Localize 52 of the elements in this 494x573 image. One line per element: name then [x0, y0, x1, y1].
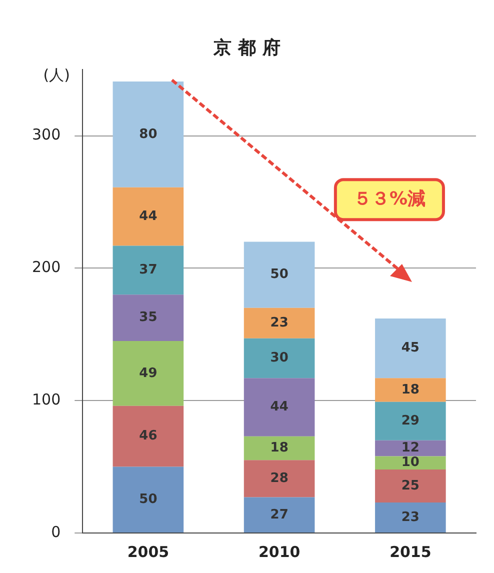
data-label: 18: [401, 382, 420, 398]
bar: [375, 402, 446, 440]
bar: [244, 308, 315, 338]
bar: [112, 82, 184, 188]
bar: [112, 406, 184, 467]
data-label: 10: [401, 455, 420, 470]
bar: [375, 456, 446, 470]
data-label: 30: [270, 350, 288, 366]
bar: [112, 187, 184, 246]
bar: [112, 341, 184, 406]
data-label: 50: [270, 267, 288, 282]
x-tick-label: 2005: [127, 542, 170, 561]
data-label: 80: [139, 126, 158, 142]
data-label: 46: [139, 428, 158, 444]
y-tick-label: 100: [32, 390, 61, 408]
data-label: 23: [401, 510, 420, 525]
data-label: 35: [139, 310, 158, 326]
chart-title: 京 都 府: [212, 37, 280, 58]
y-axis-title: (人): [43, 66, 70, 84]
x-tick-label: 2015: [390, 542, 432, 561]
data-label: 29: [401, 413, 420, 428]
bar: [244, 242, 315, 308]
bar: [112, 294, 184, 342]
data-label: 44: [270, 400, 288, 415]
y-tick-label: 300: [32, 126, 61, 144]
data-label: 44: [139, 208, 158, 224]
data-label: 45: [401, 340, 420, 356]
bar: [375, 469, 446, 503]
bar: [375, 440, 446, 456]
data-label: 37: [139, 262, 158, 278]
bar: [112, 466, 184, 532]
data-label: 49: [139, 366, 158, 381]
bar: [244, 497, 315, 532]
bar: [375, 318, 446, 378]
data-label: 28: [270, 471, 288, 486]
data-label: 50: [139, 492, 158, 508]
x-tick-label: 2010: [258, 542, 300, 561]
y-tick-label: 200: [32, 258, 61, 276]
data-label: 23: [270, 316, 288, 331]
bar: [375, 378, 446, 402]
bar: [375, 502, 446, 532]
data-label: 18: [270, 440, 288, 456]
data-label: 25: [401, 478, 420, 494]
annotation: ５３%減: [353, 188, 426, 210]
bar: [112, 246, 184, 295]
bar: [244, 338, 315, 378]
y-tick-label: 0: [51, 522, 61, 541]
data-label: 12: [401, 440, 420, 456]
bar: [244, 378, 315, 436]
bar: [244, 460, 315, 498]
data-label: 27: [270, 507, 288, 522]
bar: [244, 436, 315, 460]
